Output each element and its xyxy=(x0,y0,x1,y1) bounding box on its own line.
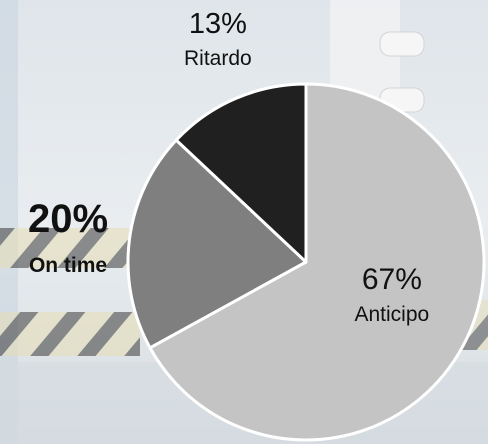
pie-slice-anticipo xyxy=(148,82,486,442)
slice-label-ritardo: 13% Ritardo xyxy=(184,8,252,70)
slice-percent-on-time: 20% xyxy=(28,197,109,241)
pie-slice-on-time xyxy=(126,138,308,350)
slice-percent-ritardo: 13% xyxy=(188,8,247,40)
slice-label-on-time: 20% On time xyxy=(28,199,108,276)
slice-percent-anticipo: 67% xyxy=(361,263,422,296)
slice-category-ritardo: Ritardo xyxy=(184,47,252,70)
slice-label-anticipo: 67% Anticipo xyxy=(354,263,430,326)
slice-category-on-time: On time xyxy=(28,254,108,277)
pie-slice-ritardo xyxy=(174,82,308,264)
slice-category-anticipo: Anticipo xyxy=(354,303,430,326)
